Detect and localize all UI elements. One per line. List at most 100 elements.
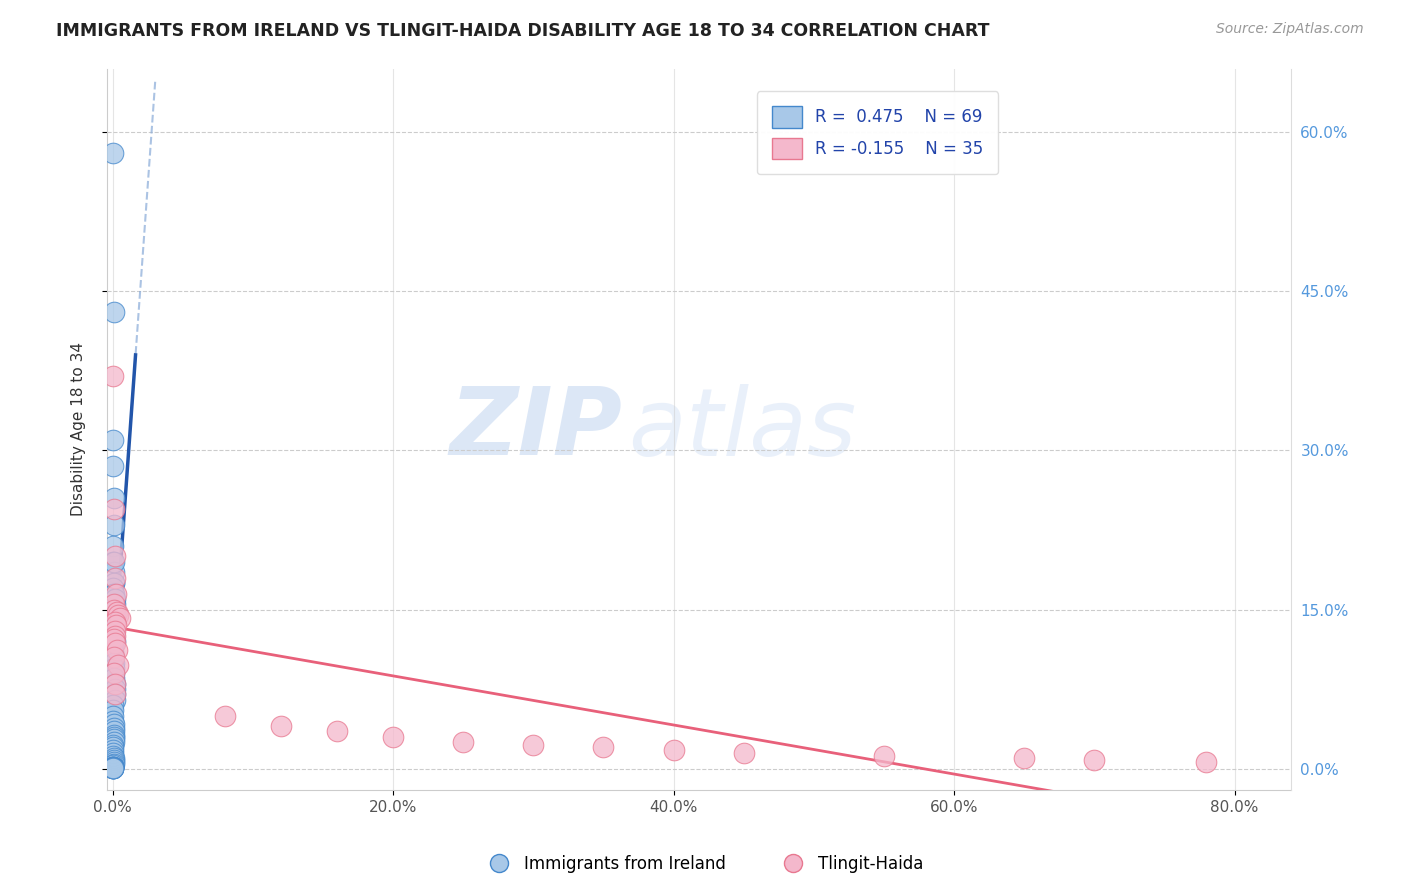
Point [103,672,125,686]
Point [103,501,125,516]
Point [104,571,127,585]
Point [104,636,127,650]
Point [103,555,125,569]
Point [101,742,124,756]
Point [101,582,124,596]
Point [103,748,125,763]
Point [101,760,124,774]
Point [103,731,125,746]
Point [103,597,125,611]
Point [103,757,125,772]
Legend: Immigrants from Ireland, Tlingit-Haida: Immigrants from Ireland, Tlingit-Haida [477,848,929,880]
Point [1195,756,1218,770]
Point [103,624,125,638]
Point [103,586,125,600]
Point [103,613,125,627]
Point [103,624,125,638]
Point [101,640,124,654]
Point [104,687,127,701]
Point [101,759,124,773]
Point [103,632,125,647]
Point [101,760,124,774]
Point [107,607,129,622]
Point [270,719,292,733]
Point [104,692,127,706]
Text: atlas: atlas [628,384,856,475]
Point [103,746,125,760]
Point [103,629,125,643]
Point [662,742,685,756]
Point [103,730,125,744]
Text: ZIP: ZIP [449,384,621,475]
Point [101,703,124,717]
Point [103,759,125,773]
Point [382,730,405,744]
Point [103,305,125,319]
Point [214,708,236,723]
Point [103,751,125,765]
Legend: R =  0.475    N = 69, R = -0.155    N = 35: R = 0.475 N = 69, R = -0.155 N = 35 [756,91,998,174]
Point [101,758,124,772]
Point [522,739,544,753]
Point [103,721,125,735]
Point [103,760,125,774]
Point [103,591,125,606]
Point [101,146,124,161]
Point [733,746,755,760]
Point [104,591,127,606]
Point [103,753,125,767]
Point [101,645,124,659]
Point [326,724,349,739]
Point [104,607,127,622]
Y-axis label: Disability Age 18 to 34: Disability Age 18 to 34 [72,343,86,516]
Point [104,687,127,701]
Point [103,650,125,665]
Point [103,459,125,474]
Point [105,618,128,632]
Point [101,433,124,447]
Point [103,555,125,569]
Point [104,681,127,696]
Point [103,735,125,749]
Point [103,576,125,591]
Point [105,642,128,657]
Point [873,748,896,763]
Point [103,650,125,665]
Point [103,756,125,770]
Point [592,740,614,755]
Point [104,624,127,638]
Point [104,629,127,643]
Point [108,611,131,625]
Point [104,615,127,630]
Point [103,666,125,681]
Point [103,760,125,774]
Point [103,656,125,670]
Point [103,728,125,742]
Point [105,586,128,600]
Point [103,576,125,591]
Text: IMMIGRANTS FROM IRELAND VS TLINGIT-HAIDA DISABILITY AGE 18 TO 34 CORRELATION CHA: IMMIGRANTS FROM IRELAND VS TLINGIT-HAIDA… [56,22,990,40]
Point [103,517,125,532]
Point [103,759,125,773]
Point [104,677,127,691]
Point [103,566,125,580]
Point [103,602,125,616]
Point [1083,753,1105,767]
Point [104,549,127,564]
Point [103,714,125,728]
Text: Source: ZipAtlas.com: Source: ZipAtlas.com [1216,22,1364,37]
Point [101,739,124,753]
Point [103,717,125,731]
Point [101,539,124,553]
Point [103,602,125,616]
Point [105,605,128,619]
Point [103,708,125,723]
Point [103,618,125,632]
Point [451,735,474,749]
Point [104,597,127,611]
Point [1012,751,1035,765]
Point [103,661,125,675]
Point [101,698,124,712]
Point [103,724,125,739]
Point [101,740,124,755]
